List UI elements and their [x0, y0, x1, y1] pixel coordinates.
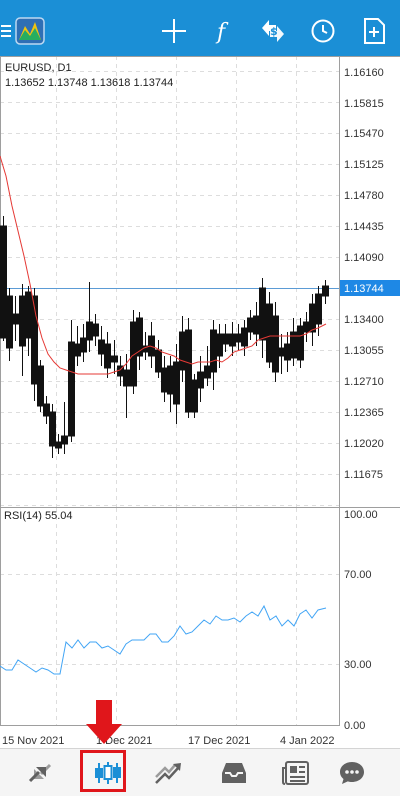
price-tick: 1.13400 — [344, 314, 384, 326]
timeframe-icon[interactable] — [305, 13, 341, 49]
price-tick: 1.12020 — [344, 438, 384, 450]
rsi-tick: 100.00 — [344, 509, 378, 521]
moving-average-line — [0, 155, 327, 375]
price-tick: 1.14090 — [344, 252, 384, 264]
price-tick: 1.15470 — [344, 128, 384, 140]
price-axis: 1.16160 1.15815 1.15470 1.15125 1.14780 … — [344, 67, 384, 481]
price-tick: 1.11675 — [344, 469, 383, 481]
candle — [297, 318, 304, 368]
candle — [104, 332, 111, 378]
rsi-tick: 0.00 — [344, 720, 365, 732]
candle — [68, 320, 75, 442]
candle — [37, 360, 44, 412]
price-tick: 1.16160 — [344, 67, 384, 79]
rsi-chart[interactable]: 100.00 70.00 30.00 0.00 15 Nov 2021 1 De… — [0, 508, 400, 748]
current-price-value: 1.13744 — [344, 283, 384, 295]
bottom-navigation — [0, 748, 400, 796]
date-tick: 15 Nov 2021 — [2, 735, 64, 747]
price-tick: 1.14780 — [344, 190, 384, 202]
date-axis: 15 Nov 2021 1 Dec 2021 17 Dec 2021 4 Jan… — [2, 735, 334, 747]
candle — [185, 318, 192, 418]
candle — [80, 324, 87, 362]
candle — [0, 216, 7, 341]
candle — [241, 320, 248, 356]
candle — [197, 356, 204, 402]
candle — [12, 296, 19, 341]
candle — [49, 404, 56, 458]
candle — [191, 374, 198, 418]
candle — [111, 340, 118, 374]
date-tick: 4 Jan 2022 — [280, 735, 334, 747]
rsi-tick: 30.00 — [344, 659, 372, 671]
indicators-icon[interactable]: f — [206, 13, 242, 49]
candle — [61, 402, 68, 454]
history-icon[interactable] — [206, 749, 262, 796]
objects-icon[interactable]: $ — [255, 13, 291, 49]
current-price-tag: 1.13744 — [340, 280, 400, 296]
candle — [222, 324, 229, 352]
rsi-tick: 70.00 — [344, 569, 372, 581]
candle — [43, 396, 50, 424]
date-tick: 17 Dec 2021 — [188, 735, 250, 747]
candle — [259, 278, 266, 358]
trade-icon[interactable] — [140, 749, 196, 796]
price-tick: 1.14435 — [344, 221, 384, 233]
news-icon[interactable] — [268, 749, 324, 796]
red-arrow-annotation — [86, 700, 122, 744]
top-toolbar: f $ — [0, 0, 400, 62]
price-tick: 1.13055 — [344, 345, 384, 357]
candle — [130, 310, 137, 394]
svg-text:f: f — [215, 20, 229, 44]
chart-symbol-label: EURUSD, D1 — [5, 62, 72, 74]
svg-text:$: $ — [270, 25, 278, 38]
price-chart[interactable]: 1.16160 1.15815 1.15470 1.15125 1.14780 … — [0, 56, 400, 508]
new-order-icon[interactable] — [356, 13, 392, 49]
candle — [123, 354, 130, 418]
crosshair-icon[interactable] — [156, 13, 192, 49]
rsi-grid — [0, 508, 339, 726]
date-tick: 1 Dec 2021 — [96, 735, 152, 747]
chart-ohlc-label: 1.13652 1.13748 1.13618 1.13744 — [5, 77, 174, 89]
price-tick: 1.12365 — [344, 407, 384, 419]
candle — [92, 314, 99, 346]
candle — [55, 434, 62, 454]
chart-tab-highlight — [80, 750, 126, 792]
candle — [322, 280, 329, 304]
rsi-line — [0, 604, 327, 675]
app-logo-icon[interactable] — [12, 13, 48, 49]
menu-icon[interactable] — [0, 13, 14, 49]
quotes-icon[interactable] — [12, 749, 68, 796]
candle — [272, 302, 279, 382]
price-tick: 1.12710 — [344, 376, 384, 388]
price-tick: 1.15125 — [344, 159, 384, 171]
candle — [136, 312, 143, 370]
candle — [31, 288, 38, 401]
chart-icon[interactable] — [80, 749, 136, 796]
rsi-label: RSI(14) 55.04 — [4, 510, 73, 522]
price-tick: 1.15815 — [344, 98, 384, 110]
candle — [290, 318, 297, 366]
messages-icon[interactable] — [324, 749, 380, 796]
